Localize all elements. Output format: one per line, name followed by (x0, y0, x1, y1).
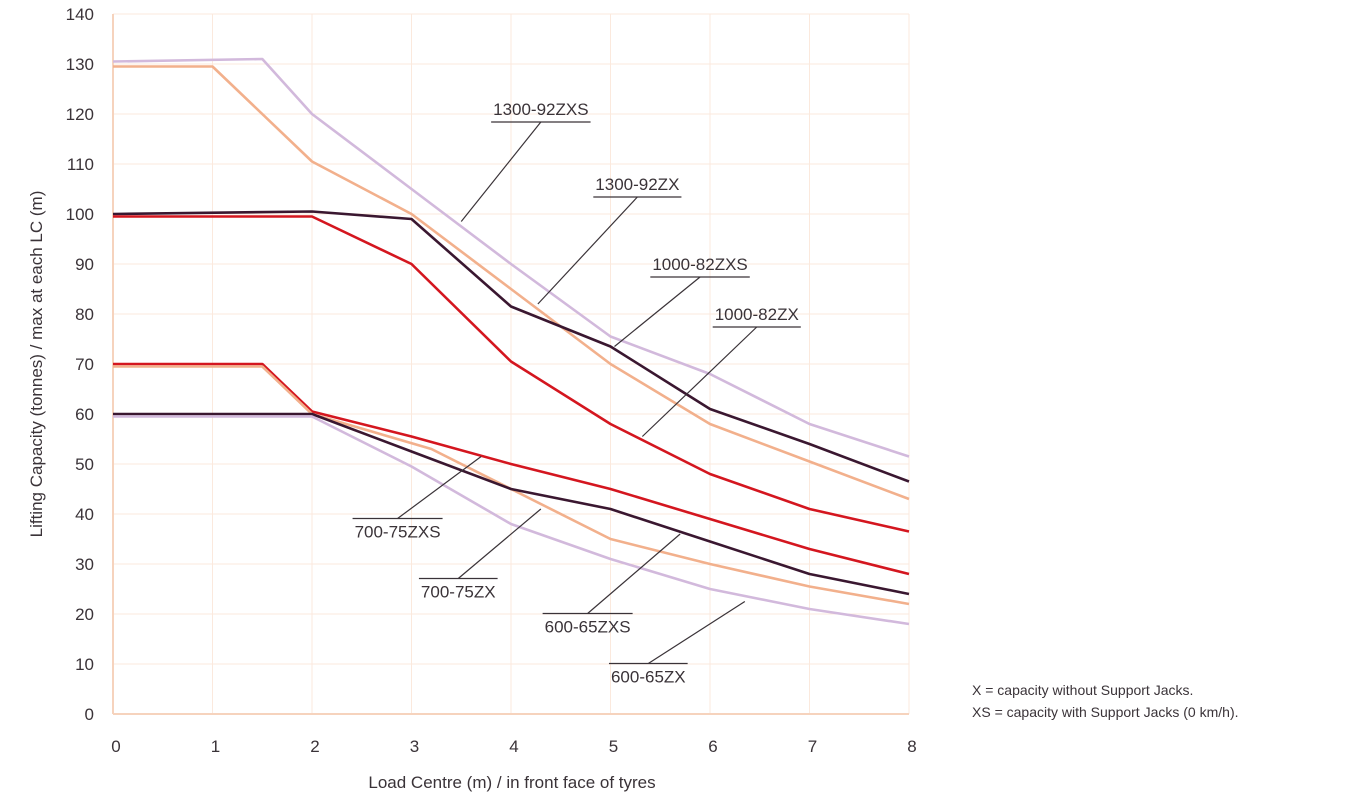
callout-label-1000-82zxs: 1000-82ZXS (652, 255, 747, 274)
x-tick-label: 6 (708, 737, 717, 756)
y-tick-label: 90 (75, 255, 94, 274)
y-tick-label: 0 (85, 705, 94, 724)
x-tick-label: 0 (111, 737, 120, 756)
series-callouts: 1300-92ZXS 1300-92ZX 1000-82ZXS 1000-82ZX 70… (352, 100, 801, 687)
series-line-600-65zxs (113, 412, 910, 596)
callout-leader (641, 326, 758, 437)
note-xs: XS = capacity with Support Jacks (0 km/h… (972, 704, 1239, 720)
callout-label-1300-92zx: 1300-92ZX (595, 175, 679, 194)
y-tick-label: 60 (75, 405, 94, 424)
series-line-700-75zxs (113, 362, 910, 576)
callout-leader (460, 121, 542, 222)
y-tick-label: 10 (75, 655, 94, 674)
callout-label-700-75zx: 700-75ZX (421, 583, 496, 602)
callout-leader (614, 276, 701, 347)
y-axis-title: Lifting Capacity (tonnes) / max at each … (27, 191, 46, 538)
y-tick-label: 70 (75, 355, 94, 374)
x-tick-label: 3 (410, 737, 419, 756)
x-tick-label: 4 (509, 737, 518, 756)
x-tick-label: 2 (310, 737, 319, 756)
x-axis-title: Load Centre (m) / in front face of tyres (368, 773, 655, 792)
y-tick-label: 110 (67, 155, 94, 174)
callout-leader (537, 196, 638, 305)
series-line-1000-82zx (113, 215, 910, 533)
series-line-1300-92zxs (112, 57, 910, 458)
x-tick-label: 8 (907, 737, 916, 756)
y-tick-label: 40 (75, 505, 94, 524)
y-tick-label: 100 (66, 205, 94, 224)
callout-leader (397, 456, 482, 519)
callout-leader (587, 533, 681, 614)
grid (112, 13, 910, 715)
callout-label-600-65zxs: 600-65ZXS (545, 618, 631, 637)
y-tick-label: 140 (66, 5, 94, 24)
callout-label-600-65zx: 600-65ZX (611, 668, 686, 687)
callout-leader (647, 600, 746, 665)
tick-labels: 0 10 20 30 40 50 60 70 80 90 100 110 120 130 140 0 1 2 3 4 5… (66, 5, 917, 756)
series-line-600-65zx (113, 415, 910, 626)
y-tick-label: 20 (75, 605, 94, 624)
y-tick-label: 50 (75, 455, 94, 474)
callout-leader (457, 508, 542, 579)
x-tick-label: 7 (808, 737, 817, 756)
y-tick-label: 80 (75, 305, 94, 324)
callout-label-700-75zxs: 700-75ZXS (355, 523, 441, 542)
y-tick-label: 130 (66, 55, 94, 74)
callout-label-1000-82zx: 1000-82ZX (715, 305, 799, 324)
y-tick-label: 120 (66, 105, 94, 124)
note-x: X = capacity without Support Jacks. (972, 682, 1194, 698)
callout-label-1300-92zxs: 1300-92ZXS (493, 100, 588, 119)
x-tick-label: 5 (609, 737, 618, 756)
series-lines (112, 57, 910, 626)
series-line-1000-82zxs (112, 210, 910, 483)
x-tick-label: 1 (211, 737, 220, 756)
series-line-1300-92zx (113, 65, 910, 501)
y-tick-label: 30 (75, 555, 94, 574)
